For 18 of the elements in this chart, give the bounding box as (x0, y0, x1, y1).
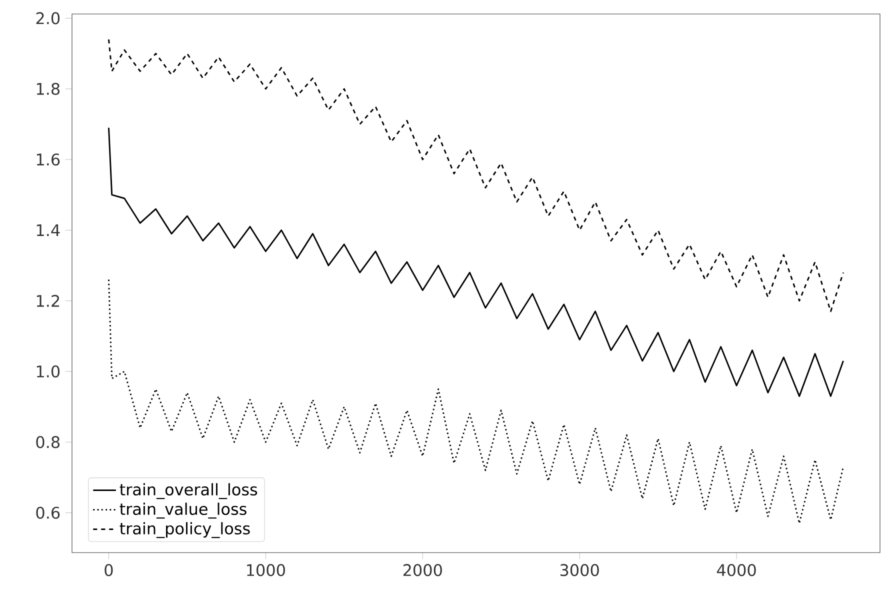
x-tick-label: 1000 (247, 564, 285, 576)
x-tick-label: 4000 (716, 564, 756, 576)
y-tick-label: 1.2 (36, 294, 60, 307)
y-tick-label: 1.6 (36, 153, 60, 166)
y-tick-label: 0.8 (36, 436, 60, 448)
line-series (108, 38, 844, 312)
y-tick-label: 1.4 (36, 224, 60, 236)
y-tick-label: 0.6 (36, 506, 60, 519)
y-tick-label: 1.0 (36, 365, 60, 378)
legend-label: train_value_loss (120, 502, 246, 519)
x-tick-label: 3000 (560, 564, 599, 576)
y-tick-label: 1.8 (36, 82, 60, 95)
x-tick-label: 2000 (403, 564, 442, 576)
line-series (108, 126, 844, 397)
y-tick-label: 2.0 (36, 12, 60, 24)
legend-label: train_overall_loss (120, 483, 258, 500)
legend-label: train_policy_loss (120, 522, 250, 538)
x-tick-label: 0 (104, 564, 113, 576)
